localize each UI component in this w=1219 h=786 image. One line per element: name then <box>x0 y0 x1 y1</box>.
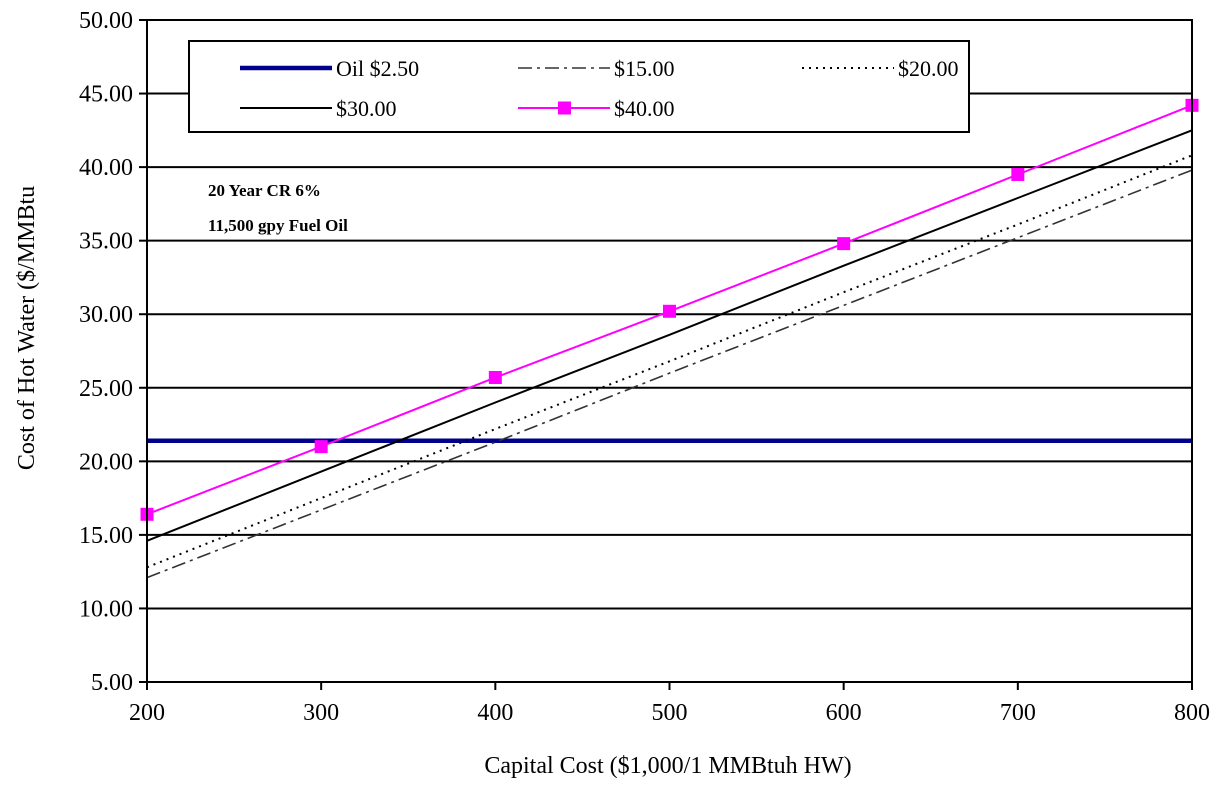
y-tick-label: 10.00 <box>79 596 133 622</box>
y-tick-label: 30.00 <box>79 302 133 328</box>
legend-label-4: $40.00 <box>614 96 675 121</box>
y-tick-label: 50.00 <box>79 8 133 34</box>
y-axis-label: Cost of Hot Water ($/MMBtu <box>14 186 40 470</box>
legend-label-3: $30.00 <box>336 96 397 121</box>
legend-marker <box>558 101 571 115</box>
series-line-3 <box>146 129 1193 542</box>
y-tick-label: 35.00 <box>79 229 133 255</box>
x-tick-label: 800 <box>1174 700 1210 726</box>
y-tick-label: 5.00 <box>91 670 133 696</box>
plot-frame <box>146 19 1193 683</box>
y-tick-label: 25.00 <box>79 376 133 402</box>
legend-label-2: $20.00 <box>898 56 959 81</box>
legend-label-0: Oil $2.50 <box>336 56 419 81</box>
legend-box <box>188 40 970 133</box>
y-tick-label: 15.00 <box>79 523 133 549</box>
series-marker <box>314 440 328 454</box>
y-tick-label: 20.00 <box>79 449 133 475</box>
x-tick-label: 700 <box>1000 700 1036 726</box>
x-axis-label: Capital Cost ($1,000/1 MMBtuh HW) <box>484 753 851 779</box>
annotation-cr: 20 Year CR 6% <box>208 181 321 200</box>
legend-items: Oil $2.50 $15.00 $20.00 $30.00 $40.00 <box>240 56 959 121</box>
series-layer <box>140 98 1199 579</box>
x-tick-label: 400 <box>477 700 513 726</box>
legend-label-1: $15.00 <box>614 56 675 81</box>
series-marker <box>837 237 851 251</box>
annotation-fuel: 11,500 gpy Fuel Oil <box>208 216 348 235</box>
x-tick-label: 500 <box>652 700 688 726</box>
series-marker <box>663 304 676 318</box>
x-tick-label: 200 <box>129 700 165 726</box>
series-marker <box>488 370 502 384</box>
x-tick-label: 600 <box>826 700 862 726</box>
series-marker <box>1011 167 1025 181</box>
y-tick-labels: 5.00 10.00 15.00 20.00 25.00 30.00 35.00 40.00 4… <box>79 8 133 696</box>
y-tick-label: 40.00 <box>79 155 133 181</box>
x-tick-label: 300 <box>303 700 339 726</box>
legend: Oil $2.50 $15.00 $20.00 $30.00 $40.00 <box>188 40 970 133</box>
series-line-2 <box>146 154 1193 569</box>
series-line-1 <box>146 169 1193 579</box>
y-tick-label: 45.00 <box>79 82 133 108</box>
x-tick-labels: 200 300 400 500 600 700 800 <box>129 700 1210 726</box>
